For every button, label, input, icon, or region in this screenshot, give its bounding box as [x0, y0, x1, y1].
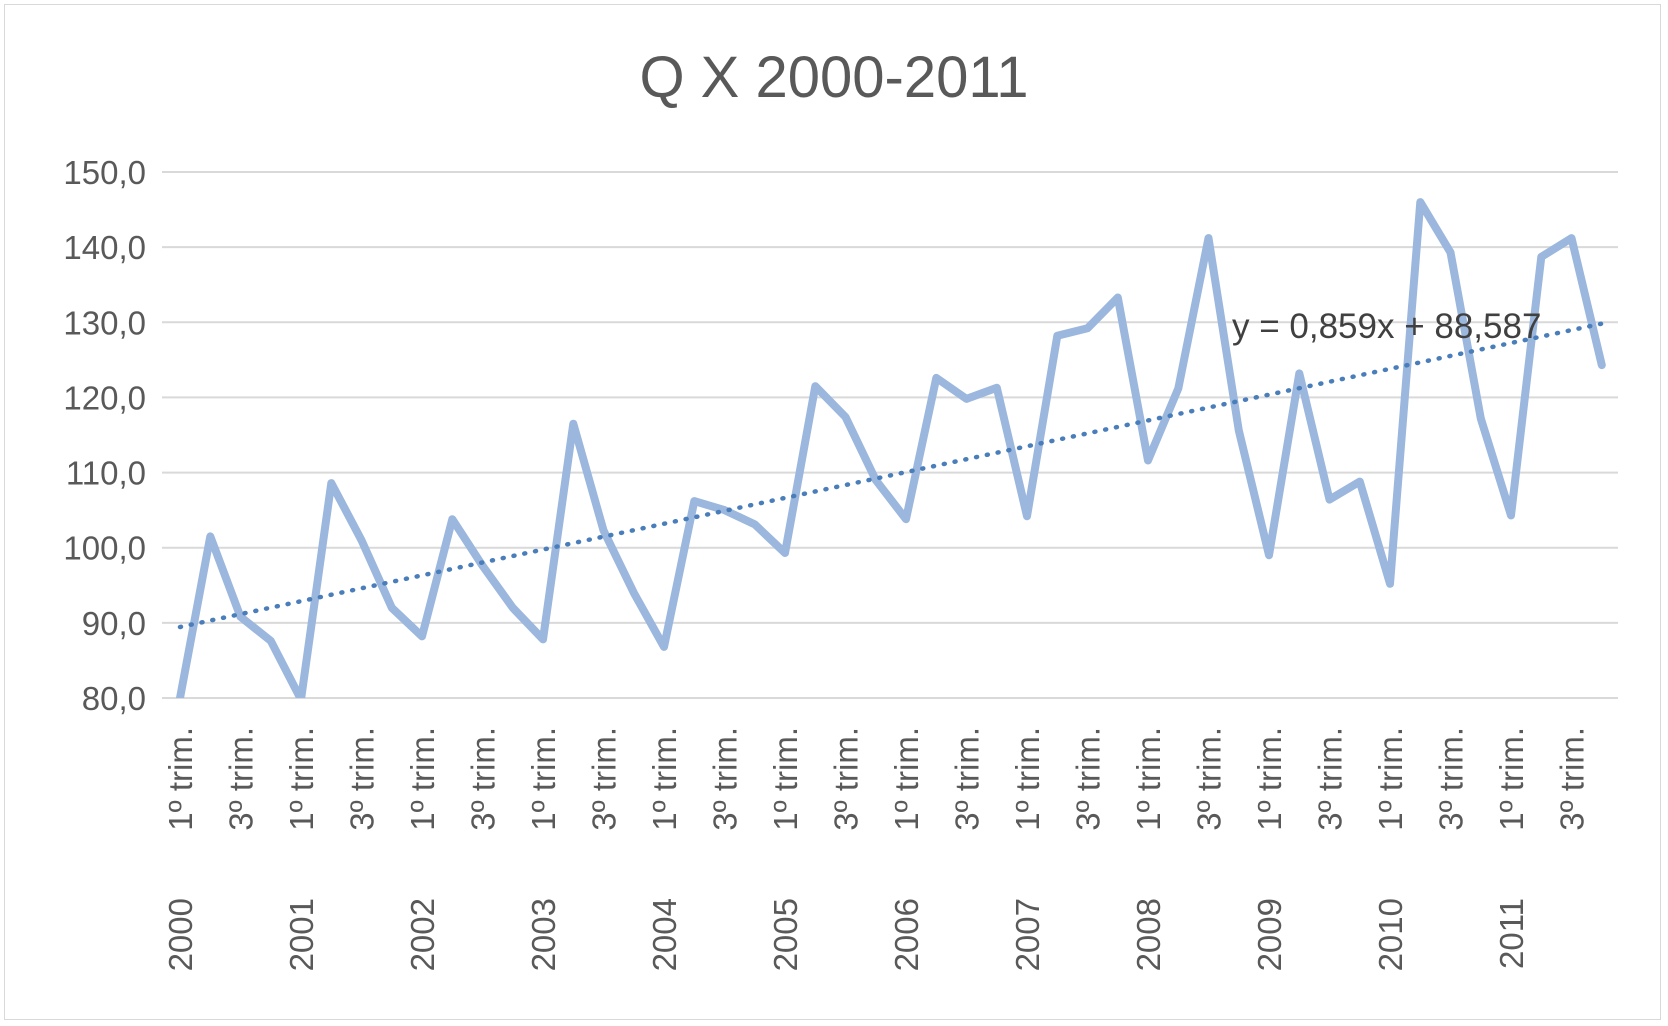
x-quarter-label: 3º trim.: [1554, 727, 1591, 831]
x-year-label: 2011: [1493, 898, 1530, 969]
x-year-label: 2001: [283, 898, 320, 971]
y-tick-label: 110,0: [66, 455, 146, 492]
x-quarter-label: 1º trim.: [1251, 727, 1288, 831]
x-quarter-label: 3º trim.: [465, 727, 502, 831]
x-quarter-label: 3º trim.: [344, 727, 381, 831]
x-year-label: 2004: [646, 898, 683, 971]
y-tick-label: 150,0: [63, 154, 146, 191]
chart-title: Q X 2000-2011: [639, 45, 1028, 110]
trendline: [177, 321, 1604, 630]
x-quarter-label: 1º trim.: [162, 727, 199, 831]
x-quarter-label: 1º trim.: [404, 727, 441, 831]
x-quarter-label: 1º trim.: [646, 727, 683, 831]
chart-frame: [4, 4, 1661, 1020]
y-tick-label: 130,0: [63, 304, 146, 341]
x-quarter-label: 1º trim.: [888, 727, 925, 831]
series-line: [176, 198, 1606, 698]
x-year-label: 2007: [1009, 898, 1046, 971]
x-year-label: 2008: [1130, 898, 1167, 971]
trendline-equation: y = 0,859x + 88,587: [1232, 307, 1541, 346]
x-quarter-label: 1º trim.: [1493, 727, 1530, 831]
x-quarter-label: 3º trim.: [223, 727, 260, 831]
y-axis-ticks: 80,0 90,0 100,0 110,0 120,0 130,0 140,0 150,0: [63, 154, 146, 717]
trendline-layer: [177, 321, 1604, 630]
x-quarter-label: 1º trim.: [283, 727, 320, 831]
x-year-label: 2010: [1372, 898, 1409, 971]
x-year-label: 2003: [525, 898, 562, 971]
x-year-label: 2006: [888, 898, 925, 971]
y-tick-label: 140,0: [63, 229, 146, 266]
x-year-label: 2002: [404, 898, 441, 971]
x-quarter-label: 3º trim.: [586, 727, 623, 831]
x-quarter-label: 3º trim.: [707, 727, 744, 831]
x-quarter-label: 3º trim.: [1433, 727, 1470, 831]
x-quarter-label: 3º trim.: [1191, 727, 1228, 831]
y-tick-label: 100,0: [63, 530, 146, 567]
x-quarter-label: 3º trim.: [949, 727, 986, 831]
x-quarter-label: 1º trim.: [767, 727, 804, 831]
x-year-label: 2000: [162, 898, 199, 971]
x-year-label: 2009: [1251, 898, 1288, 971]
x-quarter-label: 1º trim.: [1372, 727, 1409, 831]
x-quarter-label: 1º trim.: [1130, 727, 1167, 831]
x-quarter-label: 1º trim.: [1009, 727, 1046, 831]
x-year-label: 2005: [767, 898, 804, 971]
x-quarter-label: 1º trim.: [525, 727, 562, 831]
y-tick-label: 120,0: [63, 379, 146, 416]
x-quarter-label: 3º trim.: [1312, 727, 1349, 831]
x-axis-ticks: 1º trim. 3º trim. 1º trim. 3º trim. 1º trim.…: [162, 727, 1591, 971]
series-layer: [176, 198, 1606, 698]
y-tick-label: 90,0: [82, 605, 146, 642]
x-quarter-label: 3º trim.: [1070, 727, 1107, 831]
x-quarter-label: 3º trim.: [828, 727, 865, 831]
y-tick-label: 80,0: [82, 680, 146, 717]
